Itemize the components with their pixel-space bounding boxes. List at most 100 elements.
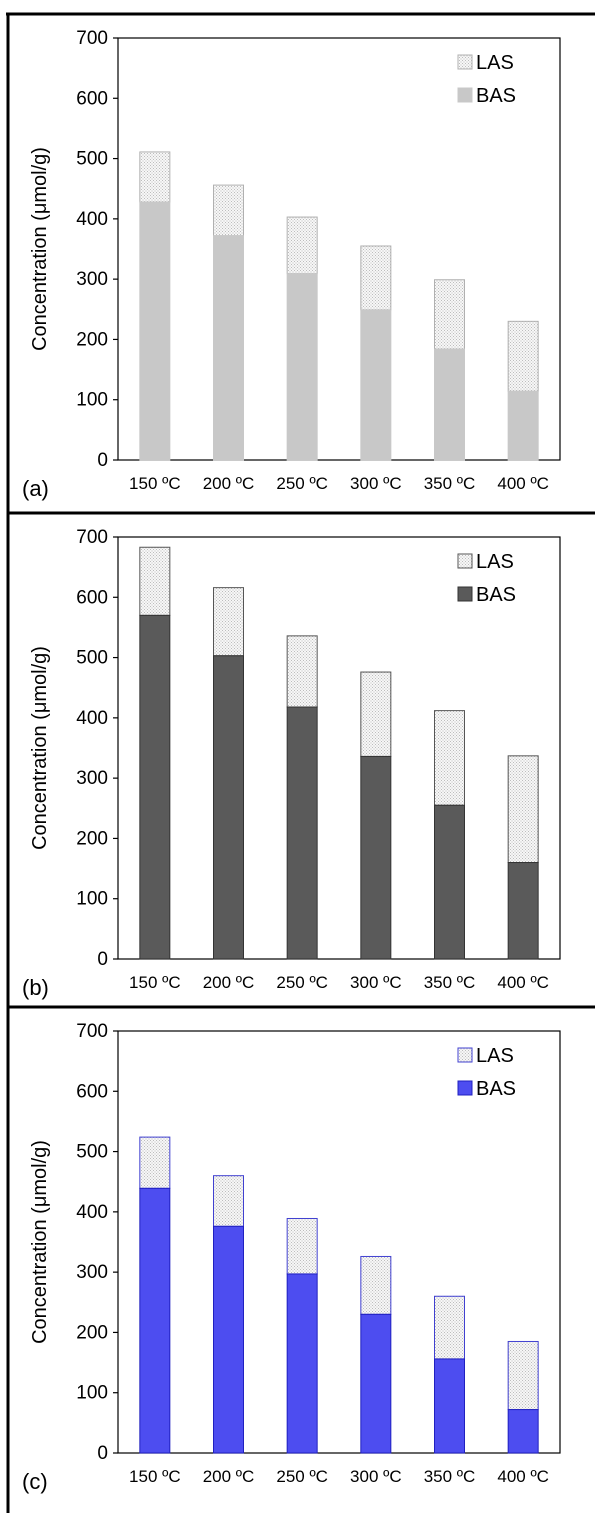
y-tick-label: 400 bbox=[76, 209, 108, 230]
bar-bas-0 bbox=[139, 614, 171, 960]
bar-bas-3 bbox=[360, 1313, 392, 1454]
y-tick-label: 300 bbox=[76, 768, 108, 789]
bar-las-3 bbox=[360, 1255, 392, 1315]
y-tick-label: 200 bbox=[76, 329, 108, 350]
y-axis-label: Concentration (μmol/g) bbox=[29, 147, 51, 351]
bar-las-0 bbox=[139, 151, 171, 203]
legend-label-bas: BAS bbox=[476, 85, 516, 107]
y-tick-label: 700 bbox=[76, 1021, 108, 1042]
bar-bas-4 bbox=[434, 804, 465, 960]
y-tick-label: 600 bbox=[76, 587, 108, 608]
bar-las-5 bbox=[507, 1340, 539, 1411]
legend-swatch-las bbox=[457, 553, 473, 569]
panel-label: (b) bbox=[22, 975, 49, 1000]
y-tick-label: 200 bbox=[76, 828, 108, 849]
y-tick-label: 0 bbox=[97, 450, 108, 471]
plot-area-frame bbox=[117, 37, 561, 461]
bar-las-2 bbox=[286, 1217, 318, 1275]
legend-label-las: LAS bbox=[476, 52, 514, 74]
x-tick-label: 250 ºC bbox=[276, 1467, 328, 1486]
plot-area-frame bbox=[117, 1030, 561, 1454]
x-tick-label: 350 ºC bbox=[424, 1467, 476, 1486]
legend-label-bas: BAS bbox=[476, 584, 516, 606]
panel-label: (a) bbox=[22, 476, 49, 501]
y-axis-label: Concentration (μmol/g) bbox=[29, 646, 51, 850]
bar-bas-5 bbox=[507, 862, 539, 960]
x-tick-label: 300 ºC bbox=[350, 973, 402, 992]
y-tick-label: 700 bbox=[76, 527, 108, 548]
bar-bas-2 bbox=[286, 1273, 318, 1454]
bar-bas-0 bbox=[139, 201, 171, 461]
bar-bas-3 bbox=[360, 309, 392, 461]
legend-swatch-bas bbox=[457, 87, 473, 103]
legend-label-las: LAS bbox=[476, 551, 514, 573]
y-tick-label: 400 bbox=[76, 1202, 108, 1223]
y-tick-label: 0 bbox=[97, 1443, 108, 1464]
x-tick-label: 350 ºC bbox=[424, 474, 476, 493]
legend-label-bas: BAS bbox=[476, 1078, 516, 1100]
x-tick-label: 200 ºC bbox=[203, 474, 255, 493]
x-tick-label: 150 ºC bbox=[129, 973, 181, 992]
y-tick-label: 300 bbox=[76, 269, 108, 290]
bar-las-4 bbox=[434, 279, 465, 350]
y-tick-label: 500 bbox=[76, 1142, 108, 1163]
legend-swatch-las bbox=[457, 1047, 473, 1063]
bar-las-0 bbox=[139, 546, 171, 616]
bar-las-4 bbox=[434, 710, 465, 806]
bar-las-5 bbox=[507, 755, 539, 864]
x-tick-label: 400 ºC bbox=[497, 973, 549, 992]
y-axis-label: Concentration (μmol/g) bbox=[29, 1140, 51, 1344]
y-tick-label: 200 bbox=[76, 1322, 108, 1343]
bar-las-0 bbox=[139, 1136, 171, 1189]
chart-panel-b: 0 100 200 300 400 500 600 700 Concentration (μmo… bbox=[8, 511, 595, 1000]
x-tick-label: 250 ºC bbox=[276, 973, 328, 992]
x-tick-label: 200 ºC bbox=[203, 1467, 255, 1486]
x-tick-label: 200 ºC bbox=[203, 973, 255, 992]
x-tick-label: 400 ºC bbox=[497, 474, 549, 493]
bar-las-2 bbox=[286, 216, 318, 275]
x-tick-label: 150 ºC bbox=[129, 474, 181, 493]
legend-swatch-bas bbox=[457, 1080, 473, 1096]
x-tick-label: 350 ºC bbox=[424, 973, 476, 992]
bar-bas-3 bbox=[360, 755, 392, 960]
bar-bas-0 bbox=[139, 1187, 171, 1454]
bar-las-3 bbox=[360, 245, 392, 311]
plot-area-frame bbox=[117, 536, 561, 960]
x-tick-label: 400 ºC bbox=[497, 1467, 549, 1486]
x-tick-label: 300 ºC bbox=[350, 1467, 402, 1486]
y-tick-label: 600 bbox=[76, 1081, 108, 1102]
bar-bas-4 bbox=[434, 348, 465, 461]
panel-label: (c) bbox=[22, 1469, 48, 1494]
y-tick-label: 500 bbox=[76, 648, 108, 669]
bar-las-1 bbox=[213, 1175, 244, 1227]
x-tick-label: 250 ºC bbox=[276, 474, 328, 493]
x-tick-label: 300 ºC bbox=[350, 474, 402, 493]
bar-las-3 bbox=[360, 671, 392, 757]
legend-swatch-bas bbox=[457, 586, 473, 602]
bar-bas-4 bbox=[434, 1358, 465, 1454]
bar-las-2 bbox=[286, 635, 318, 708]
bar-bas-5 bbox=[507, 390, 539, 461]
bar-las-5 bbox=[507, 320, 539, 392]
y-tick-label: 700 bbox=[76, 28, 108, 49]
bar-bas-2 bbox=[286, 706, 318, 960]
chart-panel-a: 0 100 200 300 400 500 600 700 Concentration (μmo… bbox=[22, 28, 561, 501]
bar-las-1 bbox=[213, 184, 244, 237]
bar-bas-5 bbox=[507, 1409, 539, 1454]
y-tick-label: 300 bbox=[76, 1262, 108, 1283]
bar-bas-2 bbox=[286, 273, 318, 461]
bar-bas-1 bbox=[213, 655, 244, 960]
y-tick-label: 500 bbox=[76, 149, 108, 170]
bar-las-4 bbox=[434, 1295, 465, 1360]
legend-swatch-las bbox=[457, 54, 473, 70]
y-tick-label: 400 bbox=[76, 708, 108, 729]
y-tick-label: 100 bbox=[76, 1383, 108, 1404]
y-tick-label: 100 bbox=[76, 889, 108, 910]
y-tick-label: 100 bbox=[76, 390, 108, 411]
y-tick-label: 0 bbox=[97, 949, 108, 970]
y-tick-label: 600 bbox=[76, 88, 108, 109]
bar-bas-1 bbox=[213, 1225, 244, 1454]
x-tick-label: 150 ºC bbox=[129, 1467, 181, 1486]
legend-label-las: LAS bbox=[476, 1045, 514, 1067]
